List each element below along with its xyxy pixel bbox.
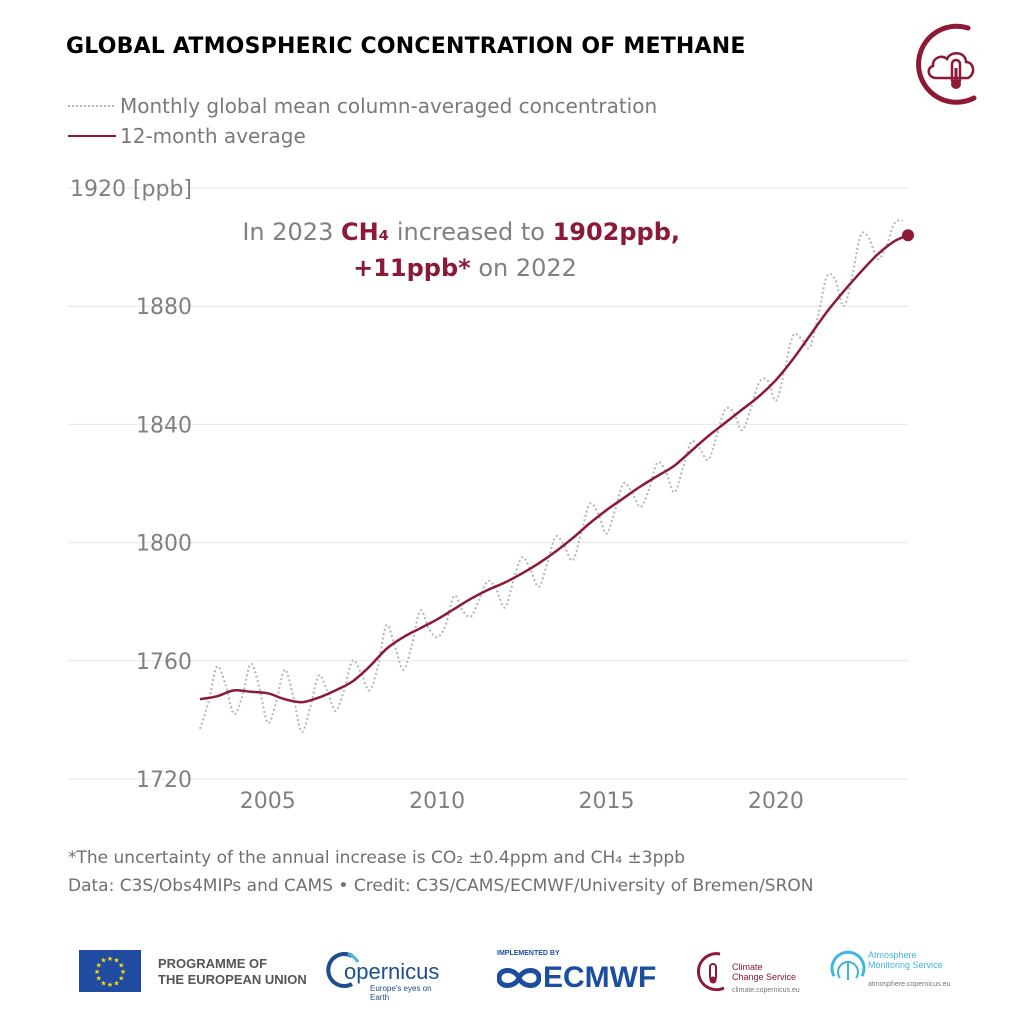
eu-star-icon: ★ — [96, 975, 102, 983]
credit-note: Data: C3S/Obs4MIPs and CAMS • Credit: C3… — [68, 876, 814, 896]
monthly-series-line — [199, 219, 904, 733]
x-tick-label: 2020 — [748, 789, 804, 814]
implemented-by-label: IMPLEMENTED BY — [497, 950, 560, 957]
eu-programme-label: PROGRAMME OF THE EUROPEAN UNION — [158, 956, 307, 988]
copernicus-tagline: Europe's eyes on Earth — [370, 984, 432, 1002]
eu-star-icon: ★ — [94, 968, 100, 976]
cams-name-line2: Monitoring Service — [868, 960, 943, 970]
legend-monthly-label: Monthly global mean column-averaged conc… — [120, 94, 658, 118]
eu-star-icon: ★ — [107, 955, 113, 963]
eu-star-icon: ★ — [120, 968, 126, 976]
legend-average-label: 12-month average — [120, 124, 306, 148]
copernicus-logo: opernicus Europe's eyes on Earth — [322, 950, 452, 1002]
cams-globe-icon — [830, 950, 866, 980]
c3s-emblem-icon — [697, 952, 725, 992]
c3s-header-logo — [916, 23, 977, 105]
solid-line-icon — [68, 135, 116, 137]
eu-star-icon: ★ — [100, 979, 106, 987]
ecmwf-mark-icon — [497, 968, 541, 988]
x-tick-label: 2010 — [409, 789, 465, 814]
eu-star-icon: ★ — [113, 979, 119, 987]
y-tick-label: 1920 [ppb] — [70, 177, 192, 202]
c3s-name-line2: Change Service — [732, 972, 797, 982]
x-tick-label: 2015 — [579, 789, 635, 814]
latest-value-marker — [902, 229, 914, 242]
y-tick-label: 1840 — [136, 413, 192, 438]
dotted-line-icon — [68, 105, 116, 107]
methane-line-chart: 1720 1760 1800 1840 1880 1920 [ppb] 2005 2010 2… — [68, 177, 914, 814]
eu-programme-line1: PROGRAMME OF — [158, 956, 268, 971]
eu-star-icon: ★ — [113, 957, 119, 965]
eu-flag-icon: ★★★★★★★★★ ★ ★★ — [79, 950, 141, 992]
average-series-line — [199, 234, 909, 704]
cams-name-line1: Atmosphere — [868, 950, 917, 960]
y-tick-label: 1760 — [136, 650, 192, 675]
legend-average: 12-month average — [68, 124, 306, 148]
ecmwf-wordmark: ECMWF — [543, 961, 657, 994]
uncertainty-note: *The uncertainty of the annual increase … — [68, 848, 685, 868]
y-tick-label: 1800 — [136, 532, 192, 557]
cams-logo: Atmosphere Monitoring Service atmosphere… — [828, 946, 968, 996]
legend-monthly: Monthly global mean column-averaged conc… — [68, 94, 657, 118]
chart-annotation: In 2023 CH₄ increased to 1902ppb, +11ppb… — [242, 218, 687, 282]
y-tick-label: 1880 — [136, 295, 192, 320]
cams-url: atmosphere.copernicus.eu — [868, 981, 951, 988]
eu-programme-line2: THE EUROPEAN UNION — [158, 972, 307, 987]
eu-star-icon: ★ — [107, 981, 113, 989]
ecmwf-logo: IMPLEMENTED BY ECMWF — [497, 950, 656, 995]
chart-title: GLOBAL ATMOSPHERIC CONCENTRATION OF METH… — [66, 34, 746, 59]
eu-star-icon: ★ — [96, 962, 102, 970]
copernicus-wordmark: opernicus — [344, 959, 440, 984]
eu-star-icon: ★ — [118, 975, 124, 983]
eu-star-icon: ★ — [118, 962, 124, 970]
c3s-url: climate.copernicus.eu — [732, 987, 800, 994]
x-tick-label: 2005 — [240, 789, 296, 814]
y-tick-label: 1720 — [136, 768, 192, 793]
copernicus-arc-icon — [326, 952, 360, 988]
c3s-name-line1: Climate — [732, 962, 763, 972]
c3s-logo: Climate Change Service climate.copernicu… — [692, 950, 812, 1000]
eu-star-icon: ★ — [100, 957, 106, 965]
